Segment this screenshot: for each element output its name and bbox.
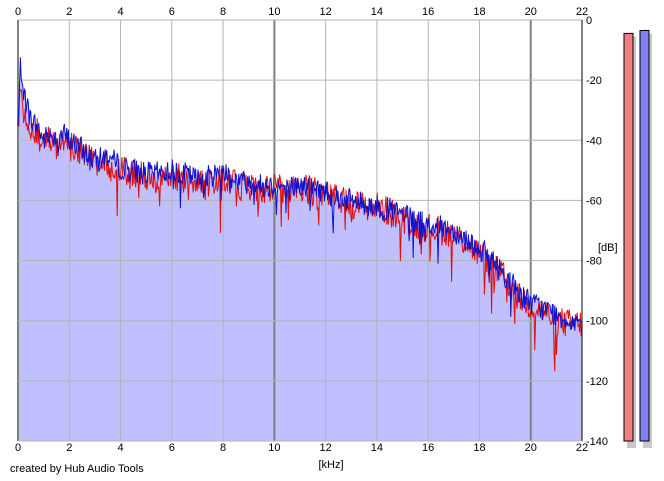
x-tick-label-bottom: 0 (15, 442, 21, 454)
x-tick-label-bottom: 18 (473, 442, 485, 454)
x-tick-label-bottom: 14 (371, 442, 383, 454)
grid-layer (17, 19, 583, 442)
y-tick-label: -80 (586, 256, 602, 268)
axis-layer: 002244668810101212141416161818202022220-… (15, 6, 608, 454)
x-tick-label-top: 4 (117, 6, 123, 18)
x-tick-label-top: 6 (169, 6, 175, 18)
meter-bar-left (623, 32, 634, 442)
y-tick-label: -120 (586, 376, 608, 388)
x-tick-label-bottom: 20 (525, 442, 537, 454)
y-tick-label: 0 (586, 15, 592, 27)
spectrum-fill-layer (18, 57, 582, 442)
x-tick-label-top: 16 (422, 6, 434, 18)
y-tick-label: -140 (586, 436, 608, 448)
x-tick-label-top: 20 (525, 6, 537, 18)
level-meters (623, 29, 652, 449)
x-tick-label-top: 18 (473, 6, 485, 18)
spectrum-fill (18, 57, 582, 442)
x-tick-label-top: 2 (66, 6, 72, 18)
series-layer (17, 57, 582, 372)
x-tick-label-bottom: 8 (220, 442, 226, 454)
x-tick-label-bottom: 12 (320, 442, 332, 454)
x-tick-label-top: 10 (268, 6, 280, 18)
x-tick-label-bottom: 10 (268, 442, 280, 454)
credit-text: created by Hub Audio Tools (10, 463, 144, 475)
x-tick-label-top: 12 (320, 6, 332, 18)
x-tick-label-top: 14 (371, 6, 383, 18)
y-axis-label: [dB] (598, 242, 618, 254)
x-axis-label: [kHz] (318, 459, 343, 471)
meter-bar-right (639, 29, 650, 442)
x-tick-label-bottom: 16 (422, 442, 434, 454)
x-tick-label-top: 22 (576, 6, 588, 18)
x-tick-label-top: 0 (15, 6, 21, 18)
x-tick-label-bottom: 6 (169, 442, 175, 454)
x-tick-label-top: 8 (220, 6, 226, 18)
y-tick-label: -40 (586, 135, 602, 147)
x-tick-label-bottom: 22 (576, 442, 588, 454)
y-tick-label: -20 (586, 75, 602, 87)
x-tick-label-bottom: 2 (66, 442, 72, 454)
x-tick-label-bottom: 4 (117, 442, 123, 454)
y-tick-label: -60 (586, 195, 602, 207)
series-line-right (17, 57, 582, 331)
y-tick-label: -100 (586, 316, 608, 328)
